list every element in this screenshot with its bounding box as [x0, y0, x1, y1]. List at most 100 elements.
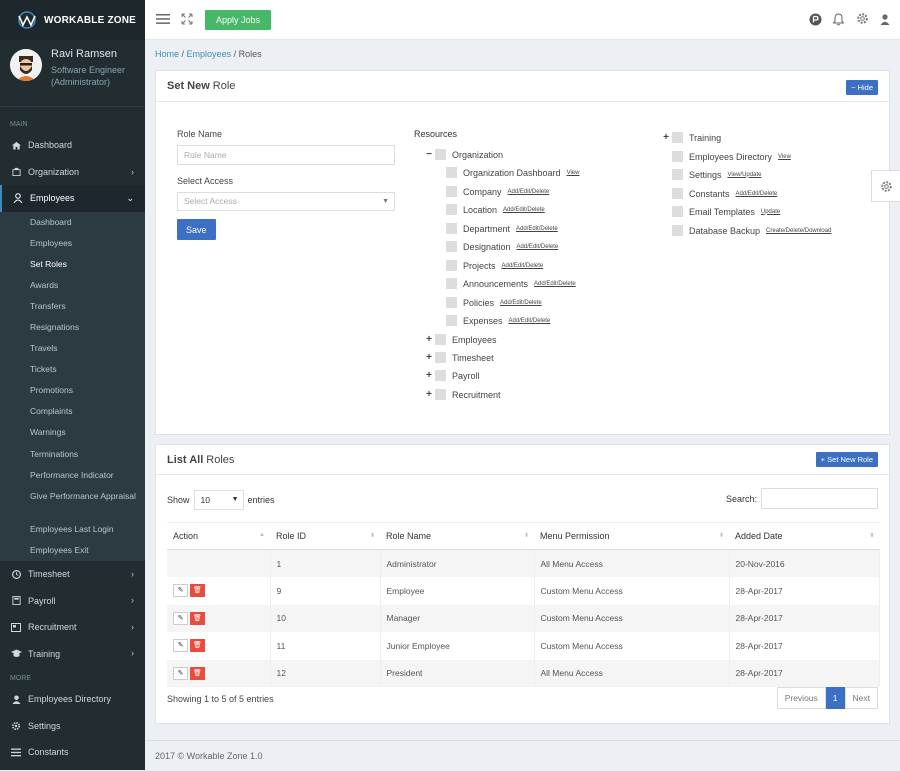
- submenu-item[interactable]: Promotions: [30, 385, 73, 396]
- delete-icon[interactable]: 🗑: [190, 584, 205, 598]
- checkbox[interactable]: [446, 241, 457, 252]
- checkbox[interactable]: [672, 169, 683, 180]
- checkbox[interactable]: [446, 167, 457, 178]
- checkbox[interactable]: [446, 260, 457, 271]
- submenu-item[interactable]: Warnings: [30, 427, 66, 438]
- permission-link[interactable]: Add/Edit/Delete: [516, 243, 559, 250]
- checkbox[interactable]: [672, 188, 683, 199]
- hide-button[interactable]: − Hide: [846, 80, 878, 95]
- edit-icon[interactable]: ✎: [173, 639, 188, 653]
- permission-link[interactable]: Add/Edit/Delete: [503, 206, 545, 213]
- sidebar-item-recruitment[interactable]: Recruitment ›: [0, 614, 145, 641]
- checkbox[interactable]: [446, 315, 457, 326]
- column-header-added-date[interactable]: Added Date ⬍: [729, 522, 880, 550]
- submenu-item[interactable]: Employees Exit: [30, 544, 89, 555]
- checkbox[interactable]: [446, 204, 457, 215]
- checkbox[interactable]: [435, 352, 446, 363]
- checkbox[interactable]: [435, 389, 446, 400]
- permission-link[interactable]: Add/Edit/Delete: [507, 188, 550, 195]
- checkbox[interactable]: [446, 223, 457, 234]
- permission-link[interactable]: Add/Edit/Delete: [501, 262, 544, 269]
- permission-link[interactable]: Add/Edit/Delete: [500, 299, 542, 306]
- search-input[interactable]: [761, 488, 878, 509]
- column-header-role-id[interactable]: Role ID ⬍: [270, 522, 380, 550]
- expand-plus-icon[interactable]: +: [426, 334, 432, 345]
- user-profile-icon[interactable]: [880, 14, 890, 27]
- collapse-minus-icon[interactable]: −: [426, 149, 432, 160]
- edit-icon[interactable]: ✎: [173, 584, 188, 598]
- role-name-input[interactable]: Role Name: [177, 145, 395, 165]
- delete-icon[interactable]: 🗑: [190, 611, 205, 625]
- save-button[interactable]: Save: [177, 219, 216, 240]
- submenu-item[interactable]: Dashboard: [30, 216, 72, 227]
- checkbox[interactable]: [672, 206, 683, 217]
- checkbox[interactable]: [446, 186, 457, 197]
- submenu-item[interactable]: Transfers: [30, 300, 66, 311]
- checkbox[interactable]: [446, 297, 457, 308]
- select-access-dropdown[interactable]: Select Access ▼: [177, 192, 395, 211]
- checkbox[interactable]: [435, 370, 446, 381]
- apply-jobs-button[interactable]: Apply Jobs: [205, 10, 271, 30]
- expand-plus-icon[interactable]: +: [663, 132, 669, 143]
- permission-link[interactable]: View: [778, 153, 791, 160]
- permission-link[interactable]: Create/Delete/Download: [766, 227, 832, 234]
- delete-icon[interactable]: 🗑: [190, 639, 205, 653]
- checkbox[interactable]: [435, 334, 446, 345]
- resource-timesheet[interactable]: + Timesheet: [425, 352, 494, 363]
- submenu-item[interactable]: Give Performance Appraisal: [30, 490, 136, 501]
- pagination-previous[interactable]: Previous: [776, 687, 826, 709]
- resource-payroll[interactable]: + Payroll: [425, 370, 480, 381]
- permission-link[interactable]: Update: [760, 208, 781, 215]
- fullscreen-icon[interactable]: [181, 13, 193, 27]
- submenu-item[interactable]: Employees: [30, 237, 73, 248]
- sidebar-item-training[interactable]: Training ›: [0, 640, 145, 667]
- submenu-item[interactable]: Terminations: [30, 448, 79, 459]
- column-header-role-name[interactable]: Role Name ⬍: [380, 522, 534, 550]
- submenu-item[interactable]: Awards: [30, 279, 59, 290]
- pagination-page-1[interactable]: 1: [825, 687, 845, 709]
- sidebar-item-employees[interactable]: Employees ⌄: [0, 185, 145, 212]
- submenu-item[interactable]: Complaints: [30, 406, 73, 417]
- checkbox[interactable]: [672, 132, 683, 143]
- resource-employees[interactable]: + Employees: [425, 334, 497, 345]
- resource-organization[interactable]: − Organization: [425, 149, 503, 160]
- column-header-action[interactable]: Action ▲: [167, 522, 270, 550]
- resource-training[interactable]: + Training: [662, 132, 721, 143]
- column-header-menu-permission[interactable]: Menu Permission ⬍: [534, 522, 729, 550]
- permission-link[interactable]: Add/Edit/Delete: [508, 317, 551, 324]
- parking-badge-icon[interactable]: [809, 13, 822, 28]
- sidebar-item-constants[interactable]: Constants: [0, 739, 145, 766]
- submenu-item[interactable]: Tickets: [30, 364, 57, 375]
- permission-link[interactable]: Add/Edit/Delete: [534, 280, 576, 287]
- submenu-item-set-roles[interactable]: Set Roles: [30, 258, 67, 269]
- checkbox[interactable]: [672, 225, 683, 236]
- hamburger-menu-icon[interactable]: [156, 13, 170, 27]
- submenu-item[interactable]: Performance Indicator: [30, 469, 114, 480]
- sidebar-item-timesheet[interactable]: Timesheet ›: [0, 561, 145, 588]
- submenu-item[interactable]: Resignations: [30, 321, 80, 332]
- expand-plus-icon[interactable]: +: [426, 370, 432, 381]
- sidebar-item-organization[interactable]: Organization ›: [0, 159, 145, 186]
- submenu-item[interactable]: Travels: [30, 343, 58, 354]
- sidebar-item-settings[interactable]: Settings: [0, 712, 145, 739]
- logo[interactable]: WORKABLE ZONE: [0, 0, 145, 40]
- expand-plus-icon[interactable]: +: [426, 389, 432, 400]
- bell-icon[interactable]: [832, 13, 845, 28]
- pagination-next[interactable]: Next: [844, 687, 878, 709]
- checkbox[interactable]: [435, 149, 446, 160]
- permission-link[interactable]: View/Update: [727, 171, 762, 178]
- set-new-role-button[interactable]: + Set New Role: [815, 452, 878, 467]
- sidebar-item-dashboard[interactable]: Dashboard: [0, 132, 145, 159]
- resource-recruitment[interactable]: + Recruitment: [425, 389, 501, 400]
- permission-link[interactable]: Add/Edit/Delete: [516, 225, 558, 232]
- edit-icon[interactable]: ✎: [173, 666, 188, 680]
- breadcrumb-home[interactable]: Home: [155, 49, 180, 59]
- gear-icon[interactable]: [856, 12, 869, 27]
- sidebar-item-employees-directory[interactable]: Employees Directory: [0, 686, 145, 713]
- avatar[interactable]: [10, 49, 42, 81]
- delete-icon[interactable]: 🗑: [190, 666, 205, 680]
- permission-link[interactable]: Add/Edit/Delete: [735, 190, 778, 197]
- permission-link[interactable]: View: [566, 169, 580, 176]
- breadcrumb-employees[interactable]: Employees: [186, 49, 232, 59]
- sidebar-item-payroll[interactable]: Payroll ›: [0, 587, 145, 614]
